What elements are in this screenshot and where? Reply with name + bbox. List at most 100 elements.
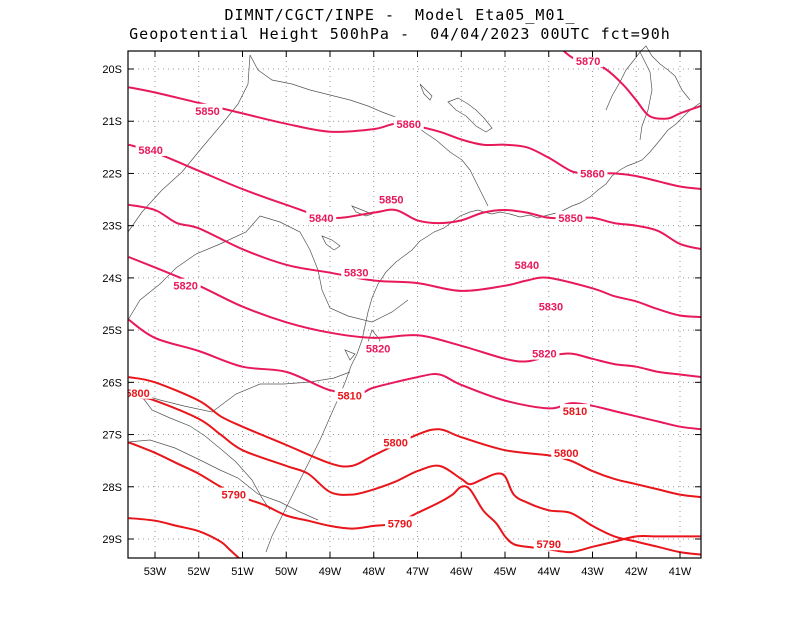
y-tick-label: 23S xyxy=(102,221,122,233)
contour-label-bg xyxy=(555,210,586,224)
contour-label: 5790 xyxy=(388,518,412,530)
contour-label: 5800 xyxy=(383,437,407,449)
contour-label: 5820 xyxy=(366,343,390,355)
x-tick-label: 53W xyxy=(144,566,167,578)
contour-label-bg xyxy=(380,435,411,449)
contour-label: 5800 xyxy=(125,388,149,400)
contour-label-bg xyxy=(363,341,394,355)
bay xyxy=(344,349,356,361)
height-contours xyxy=(128,51,701,558)
x-tick-label: 43W xyxy=(581,566,604,578)
contour-label-bg xyxy=(192,103,223,117)
contour-label-bg xyxy=(128,385,153,399)
contour-5820 xyxy=(128,318,701,431)
y-tick-label: 26S xyxy=(102,377,122,389)
border-argentina xyxy=(127,391,271,511)
contour-label: 5830 xyxy=(344,268,368,280)
contour-label-bg xyxy=(341,265,372,279)
contour-label: 5870 xyxy=(576,56,600,68)
title-line-1: DIMNT/CGCT/INPE - Model Eta05_M01_ xyxy=(224,6,576,24)
reservoir xyxy=(447,97,493,133)
contour-label-bg xyxy=(385,516,415,530)
border-mg-es xyxy=(605,45,691,111)
contour-5850 xyxy=(128,143,701,251)
x-tick-label: 50W xyxy=(275,566,298,578)
contour-label: 5860 xyxy=(397,119,421,131)
grid-lines xyxy=(128,51,701,558)
contour-label: 5840 xyxy=(138,145,162,157)
contour-label: 5860 xyxy=(580,168,604,180)
reservoir xyxy=(351,205,374,217)
contour-labels: 5870 5850 5860 5860 5840 5850 5850 5840 5840 5830… xyxy=(125,54,608,551)
contour-label-bg xyxy=(306,210,337,224)
x-tick-label: 49W xyxy=(319,566,342,578)
map-frame xyxy=(127,50,702,559)
y-tick-label: 25S xyxy=(102,325,122,337)
x-tick-label: 48W xyxy=(362,566,385,578)
y-tick-label: 22S xyxy=(102,168,122,180)
border-ms-sp xyxy=(127,54,251,233)
x-tick-label: 42W xyxy=(625,566,648,578)
contour-label: 5810 xyxy=(337,390,361,402)
contour-label-bg xyxy=(529,346,560,360)
contour-label-bg xyxy=(573,54,604,68)
contour-5800 xyxy=(128,394,701,556)
contour-label-bg xyxy=(551,445,582,459)
x-tick-label: 45W xyxy=(494,566,517,578)
contour-label: 5850 xyxy=(558,213,582,225)
contour-label: 5810 xyxy=(563,406,587,418)
x-tick-label: 44W xyxy=(537,566,560,578)
contour-5860 xyxy=(128,86,701,191)
y-tick-label: 28S xyxy=(102,482,122,494)
contour-label: 5790 xyxy=(537,539,561,551)
x-tick-label: 51W xyxy=(231,566,254,578)
x-tick-label: 47W xyxy=(406,566,429,578)
reservoir xyxy=(419,83,433,101)
border-sp-pr xyxy=(259,215,409,323)
contour-5780 xyxy=(128,517,241,558)
contour-5830 xyxy=(128,256,701,379)
contour-5810 xyxy=(128,376,701,499)
contour-label: 5830 xyxy=(539,302,563,314)
y-tick-label: 29S xyxy=(102,534,122,546)
contour-label: 5850 xyxy=(379,195,403,207)
political-borders xyxy=(127,45,701,553)
longitude-ticks: 53W 52W 51W 50W 49W 48W 47W 46W 45W 44W 43W 42W 41W xyxy=(144,51,692,578)
contour-label-bg xyxy=(577,166,608,180)
x-tick-label: 52W xyxy=(187,566,210,578)
contour-label-bg xyxy=(393,116,424,130)
coastline xyxy=(265,102,701,553)
border-sc-rs xyxy=(127,439,319,521)
contour-5840 xyxy=(128,203,701,319)
contour-label-bg xyxy=(560,404,590,418)
contour-label: 5840 xyxy=(309,213,333,225)
title-line-2: Geopotential Height 500hPa - 04/04/2023 … xyxy=(129,25,671,43)
y-tick-label: 27S xyxy=(102,430,122,442)
contour-label-bg xyxy=(170,278,201,292)
x-tick-label: 46W xyxy=(450,566,473,578)
y-tick-label: 21S xyxy=(102,116,122,128)
reservoir xyxy=(321,235,341,251)
contour-label-bg xyxy=(533,537,564,551)
contour-label: 5790 xyxy=(222,490,246,502)
x-tick-label: 41W xyxy=(669,566,692,578)
contour-label: 5840 xyxy=(515,260,539,272)
border-pr-sc xyxy=(139,371,351,413)
contour-label: 5850 xyxy=(195,106,219,118)
contour-label: 5820 xyxy=(532,349,556,361)
y-tick-label: 24S xyxy=(102,273,122,285)
contour-label-bg xyxy=(376,192,407,206)
border-ms-pr xyxy=(127,215,261,321)
contour-label-bg xyxy=(135,142,166,156)
latitude-ticks: 20S 21S 22S 23S 24S 25S 26S 27S 28S 29S xyxy=(102,64,701,546)
contour-5790 xyxy=(128,441,701,554)
border-es-rj xyxy=(639,51,653,141)
contour-label: 5800 xyxy=(554,448,578,460)
contour-label-bg xyxy=(511,257,542,271)
contour-label-bg xyxy=(218,487,249,501)
y-tick-label: 20S xyxy=(102,64,122,76)
contour-label: 5820 xyxy=(173,281,197,293)
contour-label-bg xyxy=(535,299,566,313)
contour-label-bg xyxy=(334,388,365,402)
